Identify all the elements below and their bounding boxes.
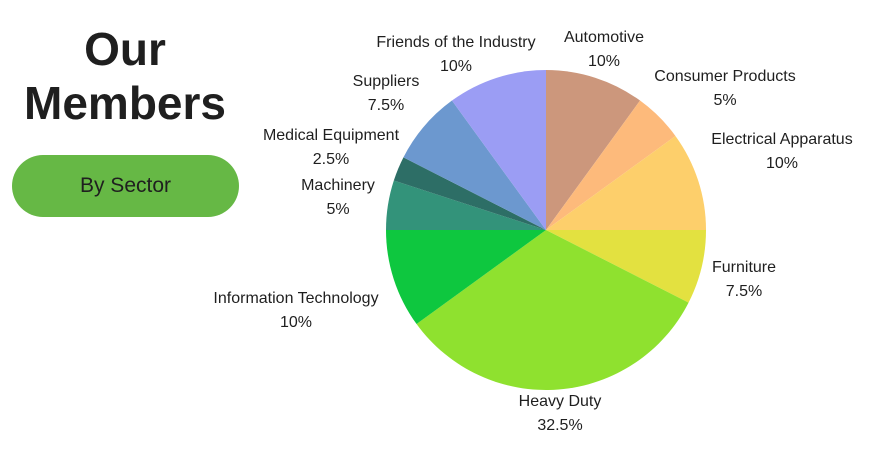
page-title-line-1: Our [84,23,166,75]
slice-label-information-technology: Information Technology [213,290,378,307]
slice-label-suppliers: Suppliers [353,73,420,90]
slice-label-furniture: Furniture [712,259,776,276]
page-title: Our Members [0,22,250,130]
slice-label-electrical-apparatus: Electrical Apparatus [711,131,852,148]
by-sector-button[interactable]: By Sector [12,155,239,217]
slice-label-medical-equipment: Medical Equipment [263,127,400,144]
slice-percent-furniture: 7.5% [726,283,762,300]
pie-slice-automotive [546,70,641,230]
pie-slice-information-technology [386,230,546,325]
slice-label-heavy-duty: Heavy Duty [519,393,602,410]
pie-slice-suppliers [403,100,546,230]
pie-slice-heavy-duty [416,230,689,391]
slice-percent-automotive: 10% [588,53,620,70]
slice-percent-information-technology: 10% [280,314,312,331]
slice-label-machinery: Machinery [301,177,375,194]
pie-slice-machinery [386,180,546,230]
slice-percent-friends-of-the-industry: 10% [440,58,472,75]
slice-percent-machinery: 5% [326,201,349,218]
slice-label-consumer-products: Consumer Products [654,68,795,85]
slice-percent-heavy-duty: 32.5% [537,417,582,434]
pie-slice-medical-equipment [393,157,546,230]
page-title-line-2: Members [24,77,226,129]
pie-slice-electrical-apparatus [546,135,706,230]
pie-slice-friends-of-the-industry [451,70,546,230]
slice-percent-electrical-apparatus: 10% [766,155,798,172]
slice-label-friends-of-the-industry: Friends of the Industry [376,34,535,51]
slice-label-automotive: Automotive [564,29,644,46]
pie-slice-furniture [546,230,706,303]
by-sector-button-label: By Sector [79,174,172,197]
slice-percent-medical-equipment: 2.5% [313,151,349,168]
pie-slice-consumer-products [546,100,676,230]
slice-percent-suppliers: 7.5% [368,97,404,114]
slice-percent-consumer-products: 5% [713,92,736,109]
